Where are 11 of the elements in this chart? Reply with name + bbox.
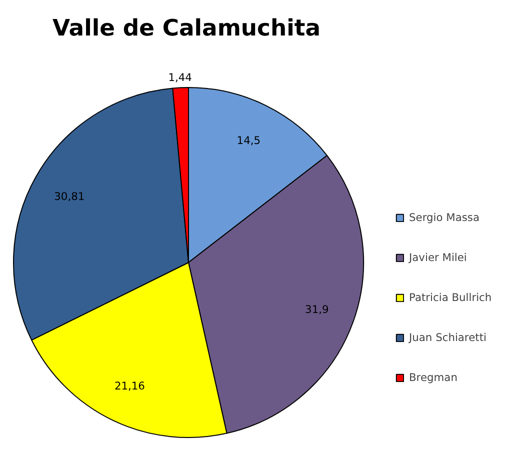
data-label: 1,44 [168,71,192,84]
data-label: 31,9 [305,302,329,316]
legend-label: Patricia Bullrich [409,291,492,304]
legend-label: Bregman [409,371,458,384]
data-label: 14,5 [236,134,261,147]
legend-label: Juan Schiaretti [409,331,486,344]
legend-label: Javier Milei [409,251,467,264]
data-label: 30,81 [54,190,85,203]
data-label: 21,16 [114,380,146,393]
legend-label: Sergio Massa [409,211,480,224]
chart-title: Valle de Calamuchita [52,16,321,42]
